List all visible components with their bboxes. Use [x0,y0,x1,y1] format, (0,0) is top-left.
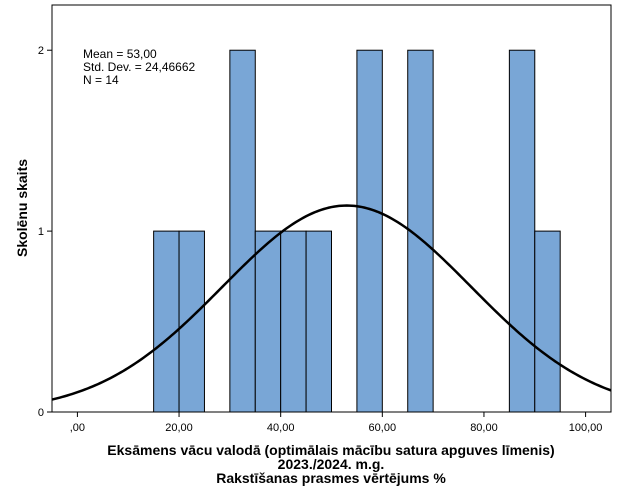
y-tick-label: 1 [38,226,44,238]
x-tick-label: 100,00 [569,422,603,434]
stats-std-dev: Std. Dev. = 24,46662 [83,60,196,74]
x-axis-title-line-1: Eksāmens vācu valodā (optimālais mācību … [107,442,554,458]
stats-box: Mean = 53,00 Std. Dev. = 24,46662 N = 14 [83,47,196,87]
histogram-bar [280,230,307,413]
y-axis: 0 1 2 [38,45,52,419]
histogram-bar [534,230,561,413]
x-axis-title-line-2: 2023./2024. m.g. [278,456,385,472]
histogram-bar [178,230,205,413]
x-tick-label: ,00 [70,422,85,434]
y-tick-label: 2 [38,45,44,57]
x-axis-title-line-3: Rakstīšanas prasmes vērtējums % [216,470,446,486]
x-tick-label: 60,00 [369,422,397,434]
histogram-bar [508,49,536,413]
histogram-bar [356,49,383,413]
x-tick-label: 40,00 [267,422,295,434]
histogram-bar [407,49,434,413]
histogram-bar [153,230,180,413]
y-axis-title: Skolēnu skaits [14,159,30,257]
histogram-bar [229,49,256,413]
x-tick-label: 80,00 [470,422,498,434]
normal-curve [51,204,612,401]
x-tick-label: 20,00 [165,422,193,434]
y-tick-label: 0 [38,407,44,419]
histogram-bar [305,230,333,413]
bars-group [153,49,561,413]
stats-mean: Mean = 53,00 [83,47,157,61]
x-axis: ,00 20,00 40,00 60,00 80,00 100,00 [70,412,603,434]
histogram-bar [254,230,282,413]
stats-n: N = 14 [83,73,119,87]
